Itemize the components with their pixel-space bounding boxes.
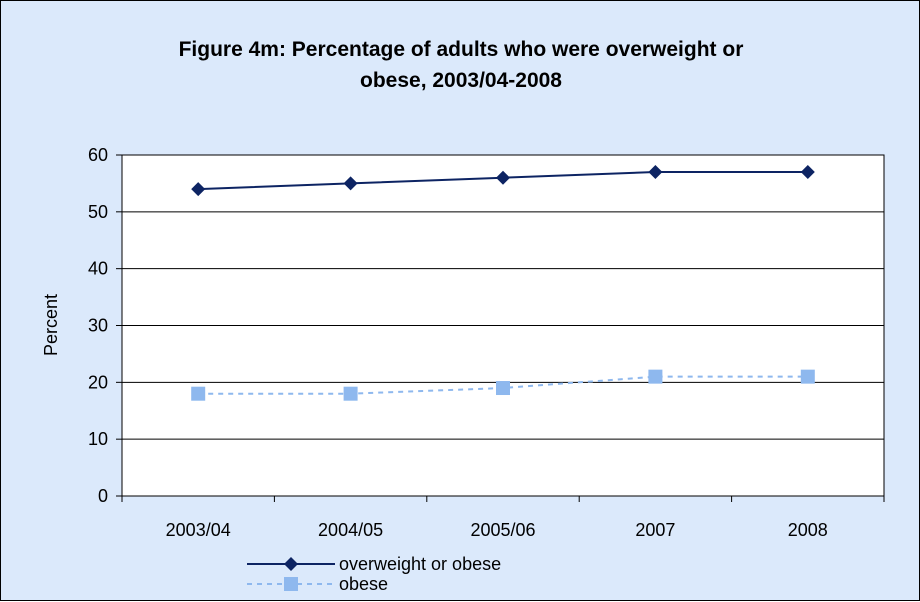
y-tick-label: 20 (88, 372, 108, 392)
data-point-diamond (800, 165, 815, 180)
data-point-diamond (191, 182, 206, 197)
x-tick-label: 2003/04 (166, 520, 231, 540)
legend-label-obese: obese (339, 574, 388, 594)
x-tick-label: 2008 (788, 520, 828, 540)
y-axis-title: Percent (41, 294, 61, 356)
data-point-diamond (496, 170, 510, 185)
x-tick-label: 2005/06 (470, 520, 535, 540)
x-tick-label: 2004/05 (318, 520, 383, 540)
data-point-square (496, 381, 510, 396)
y-tick-label: 60 (88, 145, 108, 165)
legend: overweight or obese obese (247, 554, 501, 594)
y-tick-label: 10 (88, 429, 108, 449)
y-tick-label: 30 (88, 316, 108, 336)
legend-marker-diamond (284, 557, 298, 571)
data-point-square (343, 386, 358, 401)
plot-border (121, 154, 885, 497)
axes: 0 10 20 30 40 50 60 2003/04 2004/05 2005/06 2007 20… (88, 145, 885, 540)
chart-title-line-1: Figure 4m: Percentage of adults who were… (179, 38, 744, 61)
data-point-diamond (343, 176, 358, 191)
chart-title-line-2: obese, 2003/04-2008 (360, 69, 562, 92)
series-group (191, 165, 815, 401)
data-point-square (648, 369, 663, 384)
y-tick-label: 50 (88, 202, 108, 222)
legend-label-overweight: overweight or obese (339, 554, 501, 574)
data-point-square (800, 369, 815, 384)
legend-marker-square (284, 577, 298, 591)
x-tick-label: 2007 (635, 520, 675, 540)
y-tick-label: 0 (98, 486, 108, 506)
y-tick-label: 40 (88, 259, 108, 279)
data-point-square (191, 386, 206, 401)
data-point-diamond (648, 165, 663, 180)
